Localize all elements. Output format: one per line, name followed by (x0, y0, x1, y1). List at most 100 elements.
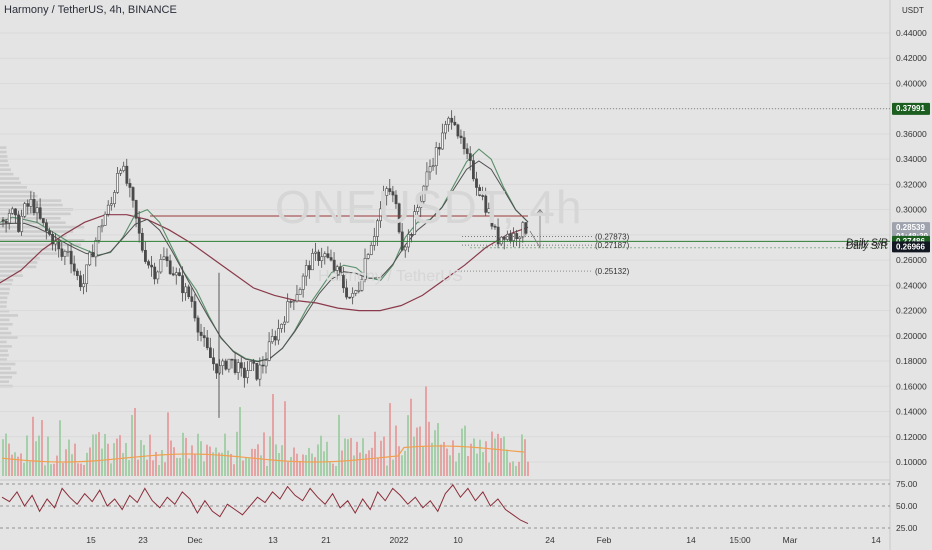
price-tick-label: 0.34000 (896, 154, 927, 164)
volume-bar (383, 436, 385, 476)
volume-profile-bar (0, 252, 58, 255)
candle-body (382, 195, 386, 210)
candle-body (453, 121, 457, 126)
candle-body (246, 370, 249, 378)
volume-bar (455, 461, 457, 476)
volume-ma-line (1, 445, 525, 463)
volume-bar (29, 461, 31, 476)
candle-body (103, 213, 107, 226)
candle-body (184, 286, 188, 294)
candle-body (10, 208, 14, 214)
volume-bar (209, 446, 211, 476)
volume-bar (509, 462, 511, 476)
candle-body (499, 236, 503, 245)
level-label-l2: (0.27187) (595, 241, 630, 250)
volume-profile-bar (0, 181, 21, 185)
candle-body (490, 208, 494, 227)
volume-bar (38, 435, 40, 476)
candle-body (156, 271, 160, 280)
volume-bar (173, 447, 175, 476)
volume-bar (314, 457, 316, 476)
candle-body (518, 236, 522, 240)
volume-profile-bar (0, 358, 7, 361)
candle-body (283, 321, 287, 325)
time-axis[interactable]: 15 23 Dec 13 21 2022 10 24 Feb 14 15:00 Mar 14 (86, 535, 881, 545)
volume-bar (284, 401, 286, 476)
candle-body (85, 264, 89, 284)
volume-profile-bar (0, 172, 14, 176)
candle-body (301, 275, 305, 290)
candle-body (75, 270, 79, 276)
candle-body (14, 208, 17, 216)
volume-bar (446, 448, 448, 476)
candle-body (258, 364, 262, 380)
candle-body (441, 132, 444, 150)
symbol-title[interactable]: Harmony / TetherUS, 4h, BINANCE (4, 4, 177, 16)
volume-bar (227, 450, 229, 476)
volume-bar (386, 465, 388, 476)
volume-bar (215, 447, 217, 476)
candle-body (292, 300, 296, 303)
volume-bar (143, 445, 145, 476)
candle-body (369, 244, 373, 255)
volume-bar (56, 455, 58, 476)
volume-profile-bar (0, 230, 74, 233)
candle-body (60, 248, 64, 257)
volume-bar (86, 452, 88, 476)
candle-body (227, 358, 231, 370)
volume-profile-bar (0, 322, 13, 326)
volume-bar (104, 433, 106, 476)
volume-bar (431, 442, 433, 476)
volume-bar (317, 444, 319, 476)
candle-body (255, 363, 259, 380)
candle-body (79, 275, 82, 288)
volume-bar (98, 432, 100, 476)
candles (1, 110, 528, 418)
volume-profile-bar (0, 186, 27, 189)
candle-body (48, 230, 51, 235)
price-tick-label: 0.32000 (896, 179, 927, 189)
volume-bar (350, 438, 352, 476)
volume-bar (464, 425, 466, 476)
price-tick-label: 0.14000 (896, 407, 927, 417)
candle-body (521, 222, 525, 238)
candle-body (119, 170, 123, 174)
candle-body (26, 203, 30, 207)
candle-body (434, 147, 438, 167)
volume-bar (152, 460, 154, 476)
candle-body (354, 290, 358, 294)
volume-bar (206, 444, 208, 476)
candle-body (168, 260, 172, 274)
volume-bar (266, 465, 268, 476)
volume-bar (380, 440, 382, 476)
volume-profile-bar (0, 256, 40, 260)
price-tick-label: 0.30000 (896, 205, 927, 215)
daily-sr-label-top: Daily S/R (846, 237, 888, 248)
volume-profile-bar (0, 159, 8, 163)
candle-body (304, 265, 308, 277)
candle-body (502, 236, 506, 240)
candle-body (205, 337, 209, 349)
candle-body (29, 199, 33, 207)
volume-bar (233, 464, 235, 476)
volume-bar (287, 461, 289, 476)
volume-bar (410, 398, 412, 476)
volume-bar (485, 441, 487, 476)
ma-slow-line (0, 214, 529, 312)
volume-bar (185, 437, 187, 476)
volume-bar (428, 421, 430, 476)
price-axis[interactable]: USDT0.440000.420000.400000.380000.360000… (896, 6, 927, 533)
candle-body (437, 147, 441, 150)
price-tick-label: 0.12000 (896, 432, 927, 442)
volume-bar (443, 442, 445, 476)
volume-bar (473, 438, 475, 476)
volume-profile-bar (0, 247, 60, 251)
volume-bar (395, 425, 397, 476)
time-label: 24 (545, 535, 555, 545)
volume-bar (197, 433, 199, 476)
time-label: 21 (321, 535, 331, 545)
candle-body (17, 214, 20, 232)
candle-body (487, 208, 491, 213)
candle-body (478, 187, 481, 196)
